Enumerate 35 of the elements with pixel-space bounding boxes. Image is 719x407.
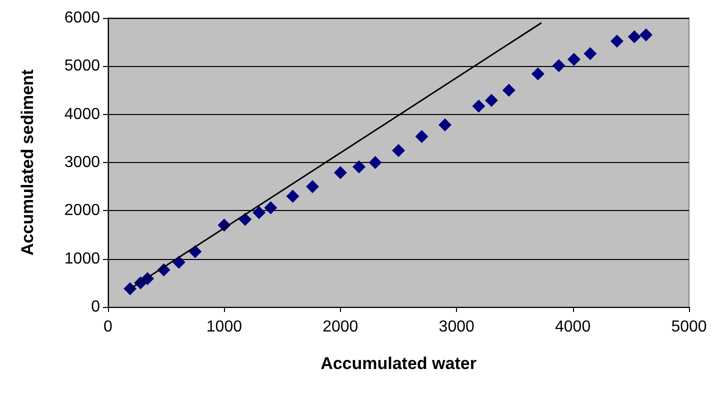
point bbox=[552, 59, 566, 72]
point bbox=[531, 67, 544, 80]
point bbox=[484, 94, 498, 107]
y-axis-title: Accumulated sediment bbox=[18, 69, 37, 256]
x-axis-title: Accumulated water bbox=[320, 354, 477, 373]
x-tick-label: 4000 bbox=[555, 318, 591, 336]
point bbox=[264, 201, 278, 214]
point bbox=[610, 34, 624, 48]
y-tick-label: 1000 bbox=[64, 250, 100, 268]
x-tick-label: 3000 bbox=[438, 318, 474, 336]
y-tick-label: 3000 bbox=[64, 154, 100, 171]
point bbox=[502, 84, 516, 97]
point bbox=[252, 206, 266, 220]
point bbox=[584, 47, 597, 60]
x-tick-label: 0 bbox=[104, 318, 113, 336]
y-tick-label: 4000 bbox=[64, 106, 100, 123]
y-tick-label: 0 bbox=[91, 298, 100, 316]
point bbox=[334, 166, 347, 180]
point bbox=[286, 190, 300, 203]
y-tick-label: 2000 bbox=[64, 202, 100, 220]
point bbox=[472, 100, 486, 113]
point bbox=[368, 156, 382, 169]
point bbox=[438, 118, 452, 132]
x-tick-label: 5000 bbox=[671, 318, 707, 336]
x-tick-label: 1000 bbox=[206, 318, 242, 336]
point bbox=[640, 28, 653, 42]
point bbox=[628, 30, 641, 44]
point bbox=[392, 144, 405, 157]
x-tick-label: 2000 bbox=[322, 318, 358, 336]
point bbox=[415, 130, 428, 143]
point bbox=[567, 52, 580, 66]
point bbox=[306, 180, 320, 194]
point bbox=[352, 160, 366, 174]
y-tick-label: 5000 bbox=[64, 58, 100, 75]
y-tick-label: 6000 bbox=[64, 10, 100, 26]
